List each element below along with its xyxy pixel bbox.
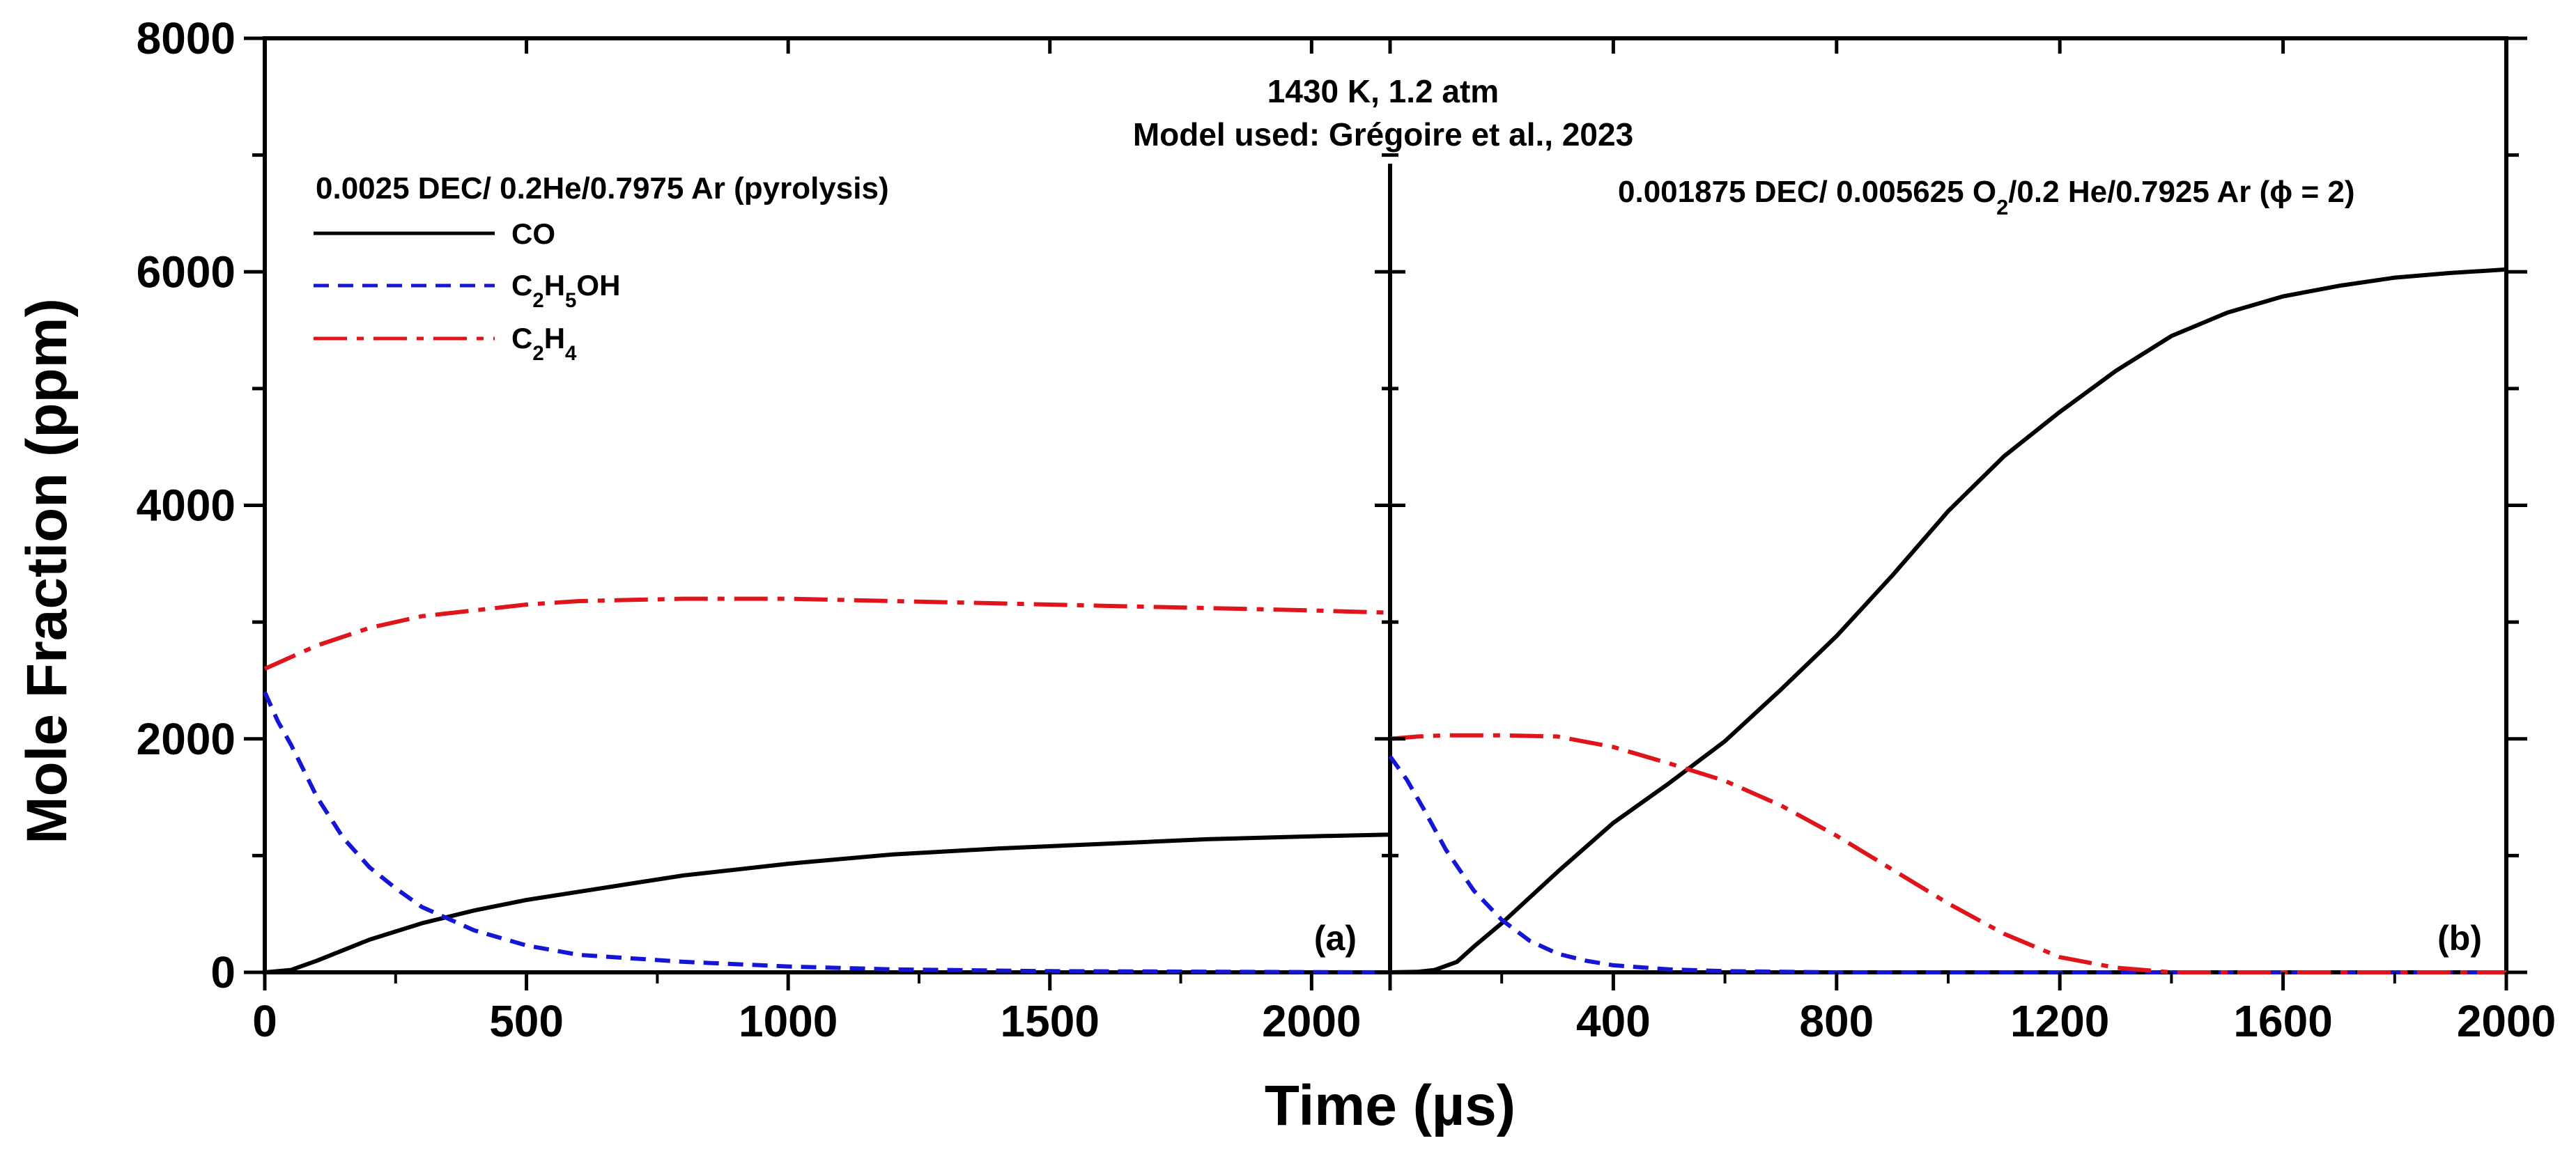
y-tick-label: 4000: [137, 481, 236, 531]
x-tick-label-panel-b: 1200: [2010, 996, 2109, 1046]
series-line-c2h5oh-panel-b: [1388, 755, 2506, 974]
x-tick-label-panel-b: 400: [1576, 996, 1651, 1046]
y-axis-title: Mole Fraction (ppm): [15, 298, 79, 844]
series-line-c2h4-panel-a: [263, 596, 1391, 671]
ticks-layer: 0 2000 4000 6000 8000 0 500 1000 1500 2000 400 800 1…: [137, 13, 2556, 1046]
x-tick-label-panel-b: 800: [1799, 996, 1874, 1046]
y-tick-label: 2000: [137, 714, 236, 764]
series-line-co-panel-b: [1389, 267, 2507, 974]
panel-b-condition: 0.001875 DEC/ 0.005625 O2/0.2 He/0.7925 …: [1618, 175, 2354, 219]
legend-label-c2h5oh: C2H5OH: [511, 269, 620, 312]
legend-label-c2h4: C2H4: [511, 322, 577, 365]
panel-a-tag: (a): [1314, 919, 1357, 958]
x-tick-label-panel-a: 500: [489, 996, 564, 1046]
panel-a-condition: 0.0025 DEC/ 0.2He/0.7975 Ar (pyrolysis): [316, 171, 889, 205]
x-tick-label-panel-a: 2000: [1262, 996, 1361, 1046]
x-tick-label-panel-b: 2000: [2457, 996, 2556, 1046]
chart-title-line-1: 1430 K, 1.2 atm: [1267, 73, 1499, 109]
y-tick-label: 8000: [137, 13, 236, 63]
x-tick-label-panel-a: 1500: [1001, 996, 1100, 1046]
x-tick-label-panel-b: 1600: [2233, 996, 2332, 1046]
legend-label-co: CO: [511, 217, 555, 250]
series-line-co-panel-a: [264, 832, 1391, 974]
legend: CO C2H5OH C2H4: [314, 217, 620, 365]
x-axis-title: Time (µs): [1265, 1074, 1515, 1137]
y-tick-label: 0: [210, 947, 236, 997]
series-line-c2h5oh-panel-a: [263, 691, 1391, 974]
x-tick-label-panel-a: 0: [252, 996, 277, 1046]
panel-b-tag: (b): [2437, 919, 2482, 958]
x-tick-label-panel-a: 1000: [739, 996, 838, 1046]
chart-title-line-2: Model used: Grégoire et al., 2023: [1133, 116, 1633, 153]
series-layer: [263, 267, 2507, 974]
series-line-c2h4-panel-b: [1389, 733, 2506, 974]
y-tick-label: 6000: [137, 247, 236, 297]
